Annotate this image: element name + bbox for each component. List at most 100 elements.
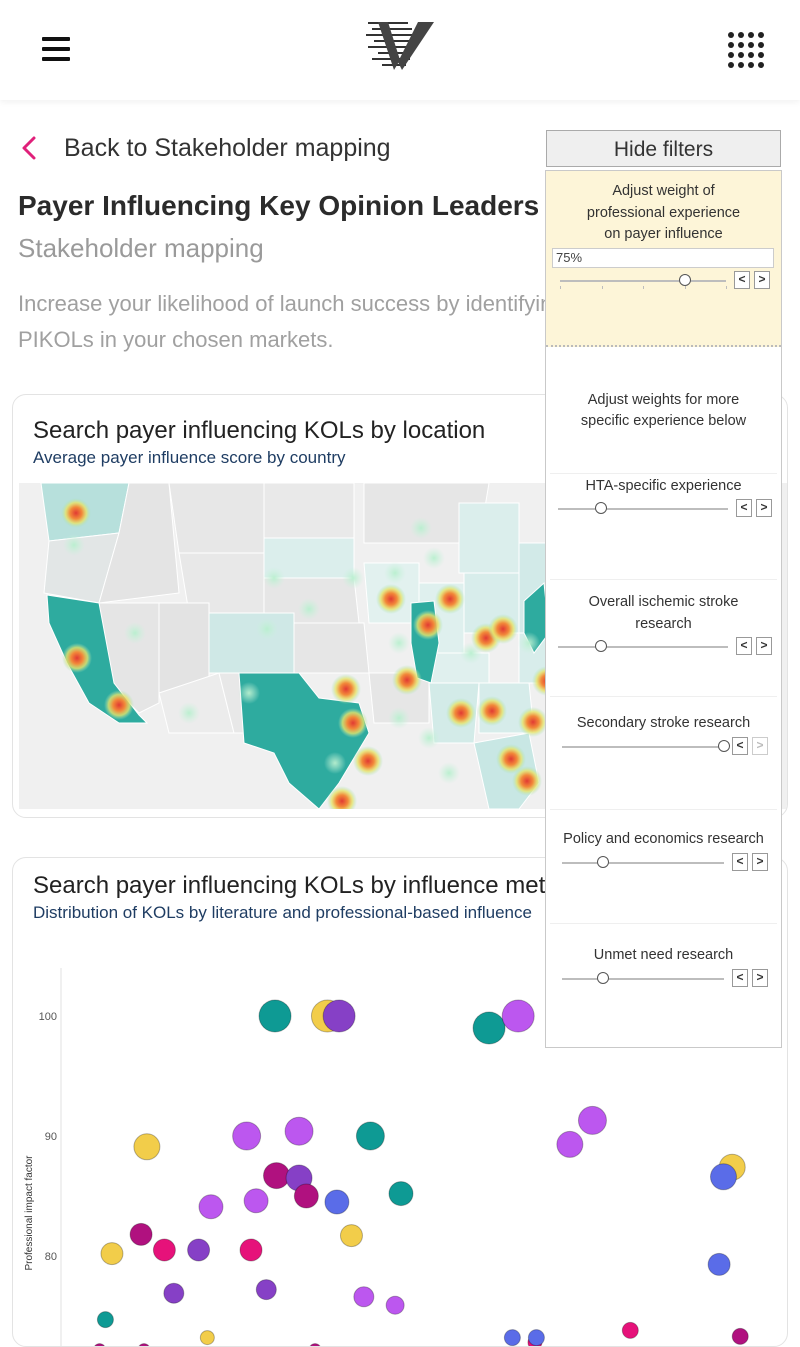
scatter-point[interactable] [388, 1181, 414, 1207]
slider-tick [726, 286, 727, 289]
sub-filter-label: Policy and economics research [563, 831, 764, 847]
sub-filter-label: Secondary stroke research [576, 715, 751, 731]
slider-knob[interactable] [718, 740, 730, 752]
scatter-point[interactable] [322, 999, 356, 1033]
slider-tick [643, 286, 644, 289]
hamburger-icon[interactable] [42, 37, 70, 61]
apps-grid-dot [748, 32, 754, 38]
apps-grid-icon[interactable] [728, 32, 764, 68]
scatter-point[interactable] [232, 1121, 262, 1151]
map-heat-spot-minor [263, 567, 285, 589]
hide-filters-button[interactable]: Hide filters [546, 130, 781, 167]
scatter-point[interactable] [243, 1188, 269, 1214]
scatter-point[interactable] [129, 1222, 153, 1246]
scatter-point[interactable] [731, 1327, 749, 1345]
section-label-1: Adjust weights for more [587, 392, 740, 408]
scatter-point[interactable] [503, 1329, 521, 1346]
scatter-point[interactable] [621, 1321, 639, 1339]
sub-filter-label: Unmet need research [593, 947, 734, 963]
scatter-point[interactable] [96, 1311, 114, 1329]
scatter-point[interactable] [385, 1295, 405, 1315]
slider-knob[interactable] [596, 972, 609, 984]
state-texas [238, 672, 370, 809]
scatter-card-subtitle: Distribution of KOLs by literature and p… [33, 903, 532, 922]
slider-knob[interactable] [594, 502, 607, 514]
apps-grid-dot [748, 62, 754, 68]
scatter-point[interactable] [309, 1343, 321, 1347]
chevron-right-icon[interactable]: > [752, 853, 768, 871]
sub-filter-slider[interactable] [558, 637, 728, 657]
scatter-point[interactable] [527, 1329, 545, 1346]
scatter-point[interactable] [187, 1238, 211, 1262]
chevron-right-icon[interactable]: > [754, 271, 770, 289]
top-navigation-bar [0, 0, 800, 100]
map-heat-spot [446, 698, 476, 728]
chevron-left-icon[interactable]: < [732, 969, 748, 987]
slider-knob[interactable] [678, 274, 691, 286]
main-weight-slider[interactable] [560, 271, 727, 291]
scatter-point[interactable] [339, 1224, 363, 1248]
map-heat-spot [413, 610, 443, 640]
map-heat-spot [488, 614, 518, 644]
scatter-point[interactable] [100, 1242, 124, 1266]
slider-knob[interactable] [594, 640, 607, 652]
apps-grid-dot [738, 42, 744, 48]
sub-filter-slider[interactable] [558, 499, 728, 519]
scatter-point[interactable] [556, 1130, 584, 1158]
scatter-point[interactable] [501, 999, 535, 1033]
scatter-point[interactable] [707, 1252, 731, 1276]
scatter-point[interactable] [138, 1343, 150, 1347]
scatter-y-tick-label: 100 [39, 1011, 57, 1023]
filter-panel: Adjust weight of professional experience… [545, 170, 782, 1048]
main-weight-input[interactable]: 75% [552, 248, 774, 268]
scatter-point[interactable] [255, 1279, 277, 1301]
filter-divider [550, 696, 777, 697]
map-heat-spot-minor [518, 632, 540, 654]
slider-knob[interactable] [596, 856, 609, 868]
scatter-point[interactable] [152, 1238, 176, 1262]
apps-grid-dot [728, 32, 734, 38]
chevron-left-icon[interactable]: < [732, 737, 748, 755]
slider-track [562, 746, 724, 748]
chevron-left-icon[interactable]: < [736, 637, 752, 655]
scatter-point[interactable] [472, 1011, 506, 1045]
map-card-title: Search payer influencing KOLs by locatio… [33, 417, 486, 444]
scatter-point[interactable] [133, 1133, 161, 1161]
scatter-point[interactable] [324, 1189, 350, 1215]
map-heat-spot [338, 708, 368, 738]
scatter-point[interactable] [293, 1183, 319, 1209]
scatter-point[interactable] [198, 1194, 224, 1220]
scatter-point[interactable] [94, 1343, 106, 1347]
scatter-point[interactable] [163, 1282, 185, 1304]
scatter-point[interactable] [355, 1121, 385, 1151]
back-to-stakeholder-mapping-link[interactable]: Back to Stakeholder mapping [18, 128, 391, 168]
chevron-left-icon[interactable]: < [732, 853, 748, 871]
scatter-point[interactable] [258, 999, 292, 1033]
scatter-point[interactable] [239, 1238, 263, 1262]
sub-filter-slider[interactable] [562, 853, 724, 873]
scatter-point[interactable] [284, 1116, 314, 1146]
slider-track [558, 508, 728, 510]
map-heat-spot-minor [438, 762, 460, 784]
map-heat-spot-minor [410, 517, 432, 539]
scatter-point[interactable] [199, 1330, 215, 1346]
chevron-right-icon[interactable]: > [752, 969, 768, 987]
chevron-right-icon[interactable]: > [756, 637, 772, 655]
chevron-left-icon[interactable]: < [736, 499, 752, 517]
brand-logo[interactable] [364, 18, 436, 72]
scatter-card-title: Search payer influencing KOLs by influen… [33, 872, 583, 899]
scatter-point[interactable] [353, 1286, 375, 1308]
map-heat-spot [62, 643, 92, 673]
filter-divider [550, 923, 777, 924]
scatter-point[interactable] [709, 1163, 737, 1191]
sub-filter-slider[interactable] [562, 737, 730, 757]
scatter-point[interactable] [577, 1105, 607, 1135]
slider-tick [601, 286, 603, 289]
chevron-right-icon[interactable]: > [756, 499, 772, 517]
scatter-point[interactable] [262, 1162, 290, 1190]
apps-grid-dot [728, 42, 734, 48]
chevron-right-icon[interactable]: > [752, 737, 768, 755]
sub-filter-slider[interactable] [562, 969, 724, 989]
chevron-left-icon[interactable]: < [734, 271, 750, 289]
apps-grid-dot [728, 62, 734, 68]
